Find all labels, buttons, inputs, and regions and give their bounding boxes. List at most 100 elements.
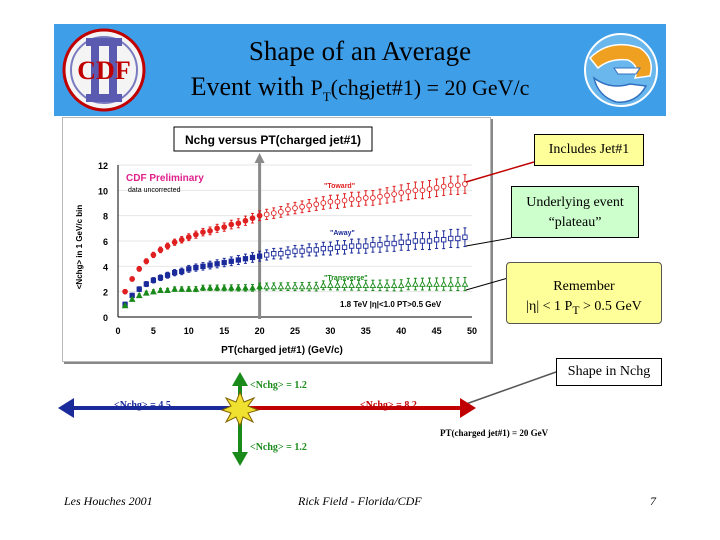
legend-away: "Away"	[330, 230, 355, 237]
data-point-away	[242, 256, 249, 262]
data-point-toward	[462, 181, 468, 187]
y-axis-label: <Nchg> in 1 GeV/c bin	[75, 205, 84, 290]
y-tick-label: 6	[103, 237, 108, 247]
data-point-toward	[143, 258, 150, 265]
data-point-toward	[348, 196, 355, 203]
data-point-transverse	[227, 284, 235, 291]
data-point-away	[356, 243, 362, 249]
data-point-away	[391, 240, 397, 247]
x-axis-label: PT(charged jet#1) (GeV/c)	[221, 345, 343, 356]
data-point-transverse	[192, 285, 200, 292]
callout-remember-line1: Remember	[553, 279, 615, 294]
data-point-away	[264, 252, 270, 258]
y-tick-label: 8	[103, 212, 108, 222]
chart-annotation-preliminary: CDF Preliminary	[126, 173, 204, 184]
data-point-toward	[334, 198, 341, 205]
data-point-toward	[398, 190, 405, 196]
data-point-away	[179, 268, 185, 275]
title-banner	[54, 24, 666, 116]
data-point-toward	[447, 182, 454, 189]
data-point-toward	[292, 205, 298, 211]
y-tick-label: 2	[103, 288, 108, 298]
data-point-away	[207, 262, 213, 268]
subtitle-end: (chgjet#1) = 20 GeV/c	[330, 75, 530, 100]
data-point-transverse	[220, 284, 228, 291]
x-tick-label: 0	[115, 326, 120, 336]
x-tick-label: 40	[396, 326, 406, 336]
data-point-transverse	[334, 281, 341, 288]
data-point-transverse	[298, 283, 306, 290]
data-point-toward	[299, 203, 305, 210]
data-point-transverse	[362, 281, 370, 288]
callout-remember-eta: η	[529, 299, 537, 314]
data-point-transverse	[249, 284, 256, 291]
data-points	[121, 174, 469, 309]
x-tick-label: 25	[290, 326, 300, 336]
data-point-away	[143, 281, 149, 287]
data-point-toward	[405, 188, 412, 195]
data-point-transverse	[327, 281, 334, 288]
label-right: <Nchg> = 8.2	[360, 400, 417, 411]
data-point-away	[405, 239, 411, 245]
data-point-away	[200, 263, 206, 269]
callout-remember-sub: T	[572, 303, 580, 317]
data-point-away	[235, 257, 242, 263]
data-point-toward	[136, 266, 143, 272]
data-point-transverse	[440, 280, 448, 287]
away-arrowhead	[58, 398, 74, 418]
data-point-toward	[150, 252, 157, 258]
data-point-toward	[370, 195, 376, 201]
data-point-away	[363, 243, 369, 249]
data-point-toward	[221, 224, 228, 230]
data-point-toward	[228, 221, 235, 228]
data-point-transverse	[256, 283, 263, 290]
data-point-away	[136, 286, 142, 292]
data-point-transverse	[383, 281, 391, 288]
data-point-away	[334, 244, 341, 250]
subtitle-pt-sub: T	[322, 89, 331, 105]
data-point-toward	[391, 191, 397, 197]
data-point-toward	[384, 192, 390, 199]
data-point-away	[348, 243, 355, 249]
data-point-away	[164, 272, 171, 278]
callout-underlying-line2: “plateau”	[548, 215, 602, 230]
x-tick-label: 5	[151, 326, 156, 336]
data-point-transverse	[121, 302, 129, 309]
data-point-away	[228, 258, 234, 264]
callout-underlying-event: Underlying event “plateau”	[511, 186, 639, 238]
data-point-away	[306, 247, 312, 253]
data-point-away	[426, 238, 433, 244]
data-point-transverse	[284, 283, 292, 290]
data-point-transverse	[390, 281, 398, 288]
data-point-transverse	[128, 295, 136, 302]
data-point-toward	[256, 212, 263, 219]
chart-title-box	[173, 126, 373, 152]
data-point-away	[256, 253, 263, 259]
chart-axes	[117, 165, 472, 318]
x-tick-label: 50	[467, 326, 477, 336]
data-point-toward	[412, 187, 419, 194]
data-point-transverse	[291, 283, 299, 290]
data-point-transverse	[171, 285, 178, 292]
y-tick-label: 12	[98, 161, 108, 171]
data-point-toward	[235, 220, 242, 227]
data-point-toward	[313, 201, 320, 208]
data-point-toward	[277, 209, 284, 215]
subtitle-pt: P	[310, 75, 323, 100]
data-point-away	[327, 245, 334, 252]
data-point-away	[398, 239, 404, 245]
data-point-away	[448, 235, 454, 242]
data-point-toward	[129, 276, 136, 282]
data-point-away	[157, 275, 164, 281]
data-point-away	[377, 242, 383, 248]
data-point-transverse	[142, 289, 150, 296]
data-point-transverse	[426, 280, 433, 287]
data-point-away	[462, 234, 468, 240]
data-point-toward	[433, 184, 440, 191]
data-point-away	[221, 259, 227, 266]
data-point-away	[433, 237, 440, 243]
nchg-chart: 0 2 4 6 8 10 12 0 5 10 15 20 25 30 35 40 45 50 Nchg vers…	[75, 126, 477, 356]
label-jet: PT(charged jet#1) = 20 GeV	[440, 428, 549, 438]
footer-venue: Les Houches 2001	[64, 494, 153, 508]
data-point-toward	[320, 200, 327, 206]
